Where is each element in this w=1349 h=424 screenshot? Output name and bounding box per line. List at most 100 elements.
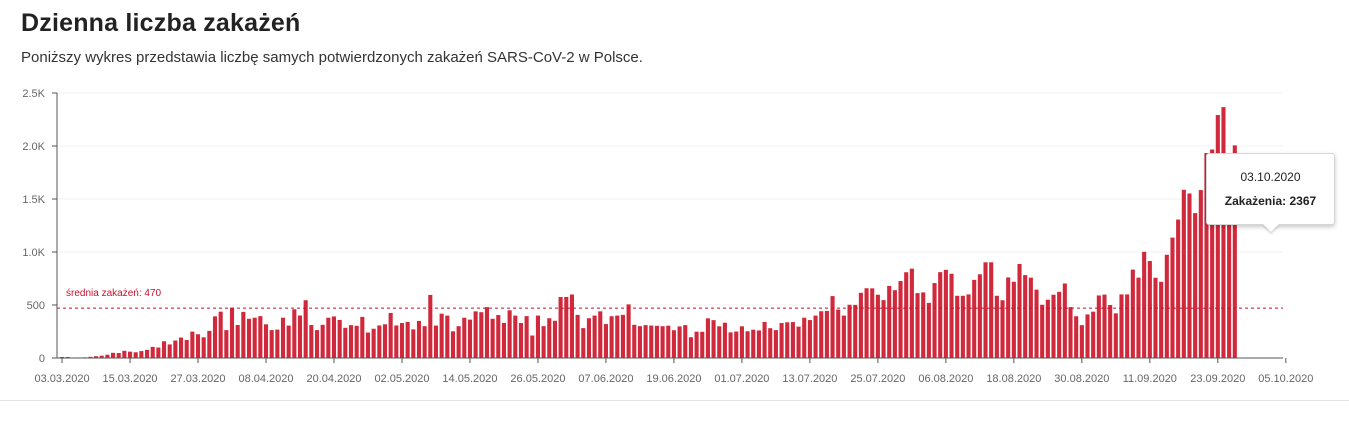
bar[interactable]: 09.03.2020: 17: [93, 356, 99, 358]
bar[interactable]: 13.06.2020: 300: [637, 326, 642, 358]
bar[interactable]: 10.04.2020: 268: [275, 329, 280, 358]
bar[interactable]: 27.03.2020: 224: [195, 334, 201, 358]
bar[interactable]: 02.05.2020: 330: [399, 323, 405, 358]
bar[interactable]: 14.05.2020: 362: [467, 319, 473, 358]
bar[interactable]: 16.04.2020: 311: [309, 325, 314, 358]
bar[interactable]: 10.09.2020: 1002: [1142, 251, 1147, 358]
bar[interactable]: 25.05.2020: 212: [530, 335, 535, 358]
bar[interactable]: 03.09.2020: 598: [1102, 294, 1107, 358]
bar[interactable]: 15.04.2020: 545: [303, 300, 308, 358]
bar[interactable]: 27.08.2020: 703: [1062, 283, 1067, 358]
bar[interactable]: 07.05.2020: 595: [428, 294, 433, 358]
bar[interactable]: 07.08.2020: 795: [949, 273, 954, 358]
bar[interactable]: 19.08.2020: 887: [1017, 263, 1022, 358]
bar[interactable]: 24.03.2020: 193: [178, 337, 184, 358]
bar[interactable]: 30.05.2020: 575: [558, 297, 563, 358]
bar[interactable]: 07.09.2020: 600: [1125, 294, 1130, 358]
bar[interactable]: 04.06.2020: 375: [586, 318, 591, 358]
bar[interactable]: 26.04.2020: 240: [365, 332, 371, 358]
bar[interactable]: 02.08.2020: 619: [921, 292, 926, 358]
bar[interactable]: 10.03.2020: 22: [99, 355, 104, 358]
bar[interactable]: 30.03.2020: 393: [212, 316, 218, 358]
bar[interactable]: 30.06.2020: 250: [734, 331, 739, 359]
bar[interactable]: 08.07.2020: 330: [779, 323, 784, 358]
bar[interactable]: 03.05.2020: 340: [405, 321, 410, 358]
bar[interactable]: 29.06.2020: 242: [728, 332, 733, 358]
bar[interactable]: 17.04.2020: 263: [314, 330, 320, 358]
bar[interactable]: 19.05.2020: 405: [496, 315, 501, 358]
bar[interactable]: 16.06.2020: 304: [654, 325, 659, 358]
bar[interactable]: 20.08.2020: 782: [1023, 275, 1028, 358]
bar[interactable]: 28.05.2020: 375: [547, 318, 552, 358]
bar[interactable]: 28.07.2020: 640: [892, 290, 897, 358]
bar[interactable]: 09.06.2020: 400: [615, 315, 620, 358]
bar[interactable]: 05.06.2020: 400: [592, 315, 597, 358]
bar[interactable]: 08.04.2020: 318: [263, 324, 269, 358]
bar[interactable]: 25.08.2020: 597: [1051, 294, 1056, 358]
bar[interactable]: 12.06.2020: 313: [632, 324, 637, 358]
bar[interactable]: 01.09.2020: 437: [1091, 311, 1096, 358]
bar[interactable]: 21.06.2020: 310: [683, 325, 688, 358]
bar[interactable]: 28.03.2020: 195: [201, 337, 206, 358]
bar[interactable]: 17.09.2020: 1587: [1181, 189, 1186, 358]
bar[interactable]: 13.09.2020: 719: [1159, 281, 1164, 358]
bar[interactable]: 21.09.2020: 1934: [1204, 153, 1209, 358]
bar[interactable]: 16.03.2020: 54: [133, 352, 138, 358]
bar[interactable]: 18.04.2020: 313: [320, 324, 325, 358]
bar[interactable]: 02.07.2020: 252: [745, 331, 750, 358]
bar[interactable]: 26.07.2020: 546: [881, 300, 886, 358]
bar[interactable]: 23.08.2020: 502: [1040, 304, 1045, 358]
bar[interactable]: 18.05.2020: 370: [490, 318, 495, 358]
bar[interactable]: 15.06.2020: 306: [649, 325, 654, 358]
bar[interactable]: 12.03.2020: 49: [110, 352, 116, 358]
bar[interactable]: 12.05.2020: 300: [456, 326, 461, 358]
bar[interactable]: 11.03.2020: 31: [105, 354, 110, 358]
bar[interactable]: 12.09.2020: 757: [1153, 277, 1158, 358]
bar[interactable]: 11.04.2020: 380: [280, 317, 286, 358]
bar[interactable]: 25.06.2020: 374: [705, 318, 710, 358]
bar[interactable]: 17.08.2020: 760: [1006, 277, 1011, 358]
bar[interactable]: 12.08.2020: 790: [977, 274, 982, 358]
bar[interactable]: 01.06.2020: 599: [569, 294, 574, 358]
bar[interactable]: 24.06.2020: 247: [700, 331, 705, 358]
bar[interactable]: 29.03.2020: 256: [207, 330, 212, 358]
bar[interactable]: 06.09.2020: 600: [1119, 294, 1124, 358]
bar[interactable]: 30.08.2020: 310: [1079, 325, 1084, 358]
bar[interactable]: 23.07.2020: 658: [864, 288, 869, 358]
bar[interactable]: 14.06.2020: 310: [643, 325, 648, 358]
bar[interactable]: 26.05.2020: 400: [535, 315, 540, 358]
bar[interactable]: 27.06.2020: 299: [717, 326, 722, 358]
bar[interactable]: 02.06.2020: 407: [575, 314, 580, 358]
bar[interactable]: 23.03.2020: 165: [173, 340, 178, 358]
bar[interactable]: 14.09.2020: 974: [1164, 254, 1169, 358]
bar[interactable]: 18.08.2020: 719: [1011, 281, 1016, 358]
bar[interactable]: 23.05.2020: 330: [518, 323, 524, 358]
bar[interactable]: 15.07.2020: 441: [819, 311, 824, 358]
bar[interactable]: 13.08.2020: 903: [983, 262, 988, 358]
bar[interactable]: 08.03.2020: 11: [88, 356, 93, 358]
bar[interactable]: 09.07.2020: 337: [785, 322, 790, 358]
bar[interactable]: 24.09.2020: 2367: [1221, 107, 1226, 358]
bar[interactable]: 09.04.2020: 263: [269, 330, 274, 358]
bar[interactable]: 27.07.2020: 680: [887, 285, 892, 358]
bar[interactable]: 20.09.2020: 1584: [1198, 190, 1203, 358]
bar[interactable]: 14.08.2020: 903: [989, 262, 994, 358]
bar[interactable]: 06.05.2020: 300: [422, 326, 427, 358]
bar[interactable]: 01.05.2020: 307: [394, 325, 399, 358]
bar[interactable]: 24.07.2020: 657: [870, 288, 875, 358]
bar[interactable]: 06.07.2020: 281: [768, 328, 773, 358]
bar[interactable]: 29.08.2020: 394: [1074, 316, 1079, 358]
bar[interactable]: 14.07.2020: 400: [813, 315, 818, 358]
bar[interactable]: 15.05.2020: 440: [473, 311, 478, 358]
bar[interactable]: 04.07.2020: 260: [756, 330, 761, 358]
bar[interactable]: 01.08.2020: 612: [915, 293, 920, 358]
bar[interactable]: 31.08.2020: 411: [1085, 314, 1090, 358]
bar[interactable]: 19.06.2020: 262: [671, 330, 676, 358]
bar[interactable]: 06.08.2020: 832: [943, 269, 948, 358]
bar[interactable]: 30.07.2020: 809: [904, 272, 909, 358]
bar[interactable]: 07.07.2020: 263: [773, 330, 778, 358]
bar[interactable]: 15.09.2020: 1136: [1170, 237, 1175, 358]
bar[interactable]: 20.03.2020: 99: [156, 347, 161, 358]
